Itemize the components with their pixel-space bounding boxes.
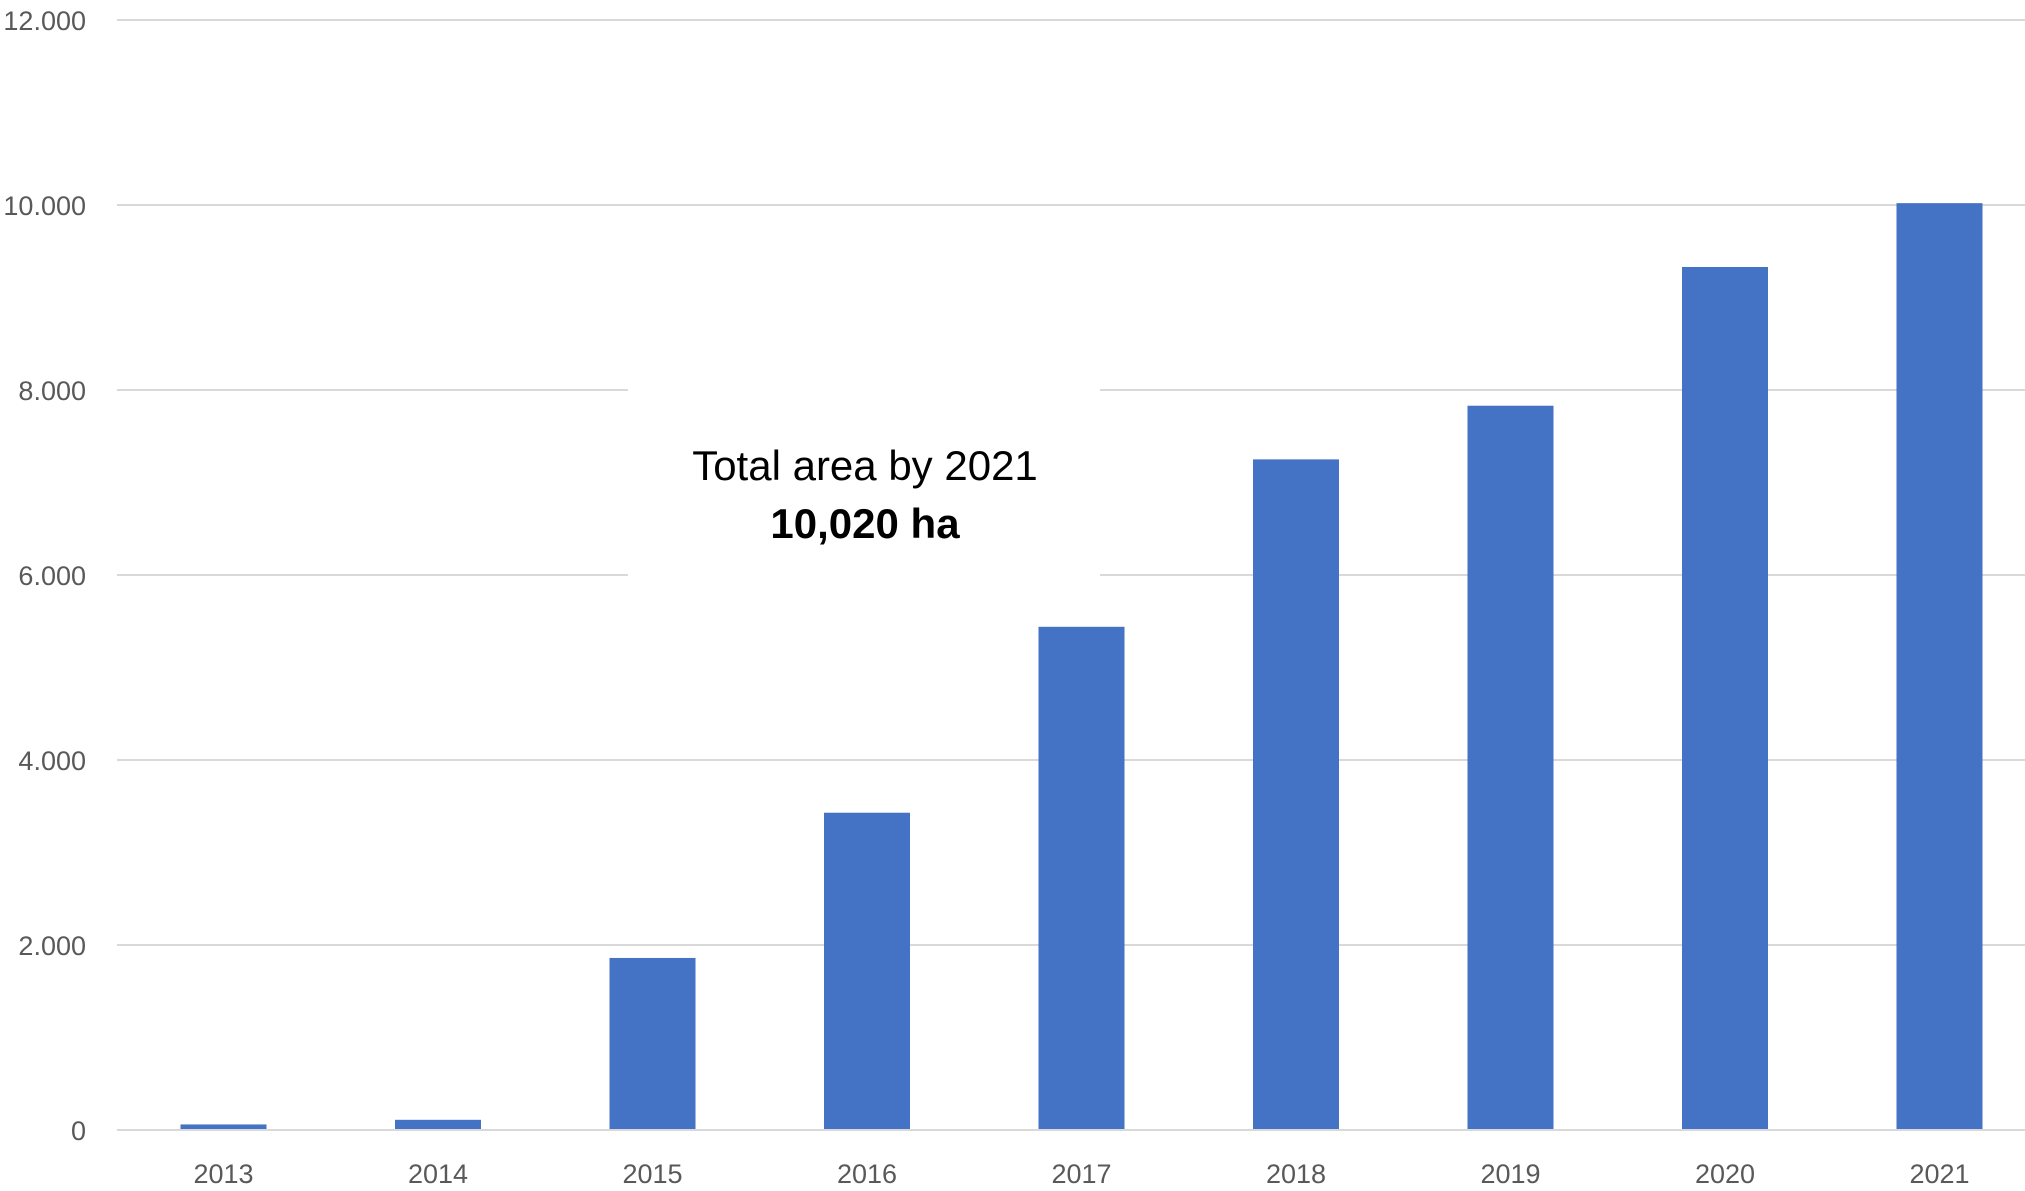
x-tick-label: 2021 <box>1909 1159 1969 1189</box>
bar <box>1682 266 1768 1131</box>
x-tick-label: 2015 <box>622 1159 682 1189</box>
x-tick-label: 2016 <box>837 1159 897 1189</box>
annotation: Total area by 2021 10,020 ha <box>692 442 1038 547</box>
y-axis-tick-labels: 0 2.000 4.000 6.000 8.000 10.000 12.000 <box>3 6 86 1146</box>
annotation-background <box>628 388 1100 576</box>
annotation-line-1: Total area by 2021 <box>692 442 1038 489</box>
y-tick-label: 8.000 <box>18 376 86 406</box>
bar <box>1038 626 1125 1130</box>
y-tick-label: 2.000 <box>18 931 86 961</box>
bar <box>1253 459 1339 1130</box>
x-tick-label: 2019 <box>1480 1159 1540 1189</box>
x-tick-label: 2013 <box>193 1159 253 1189</box>
bar <box>395 1119 481 1130</box>
bar <box>609 957 696 1130</box>
x-tick-label: 2017 <box>1051 1159 1111 1189</box>
bars <box>180 203 1983 1131</box>
y-tick-label: 6.000 <box>18 561 86 591</box>
y-tick-label: 4.000 <box>18 746 86 776</box>
x-tick-label: 2020 <box>1695 1159 1755 1189</box>
bar <box>180 1124 267 1130</box>
y-tick-label: 10.000 <box>3 191 86 221</box>
x-axis-tick-labels: 2013 2014 2015 2016 2017 2018 2019 2020 2021 <box>193 1159 1969 1189</box>
y-tick-label: 0 <box>71 1116 86 1146</box>
bar <box>824 812 910 1130</box>
y-tick-label: 12.000 <box>3 6 86 36</box>
bar <box>1896 203 1983 1130</box>
annotation-line-2: 10,020 ha <box>770 500 960 547</box>
x-tick-label: 2014 <box>408 1159 468 1189</box>
bar <box>1467 405 1554 1131</box>
x-tick-label: 2018 <box>1266 1159 1326 1189</box>
